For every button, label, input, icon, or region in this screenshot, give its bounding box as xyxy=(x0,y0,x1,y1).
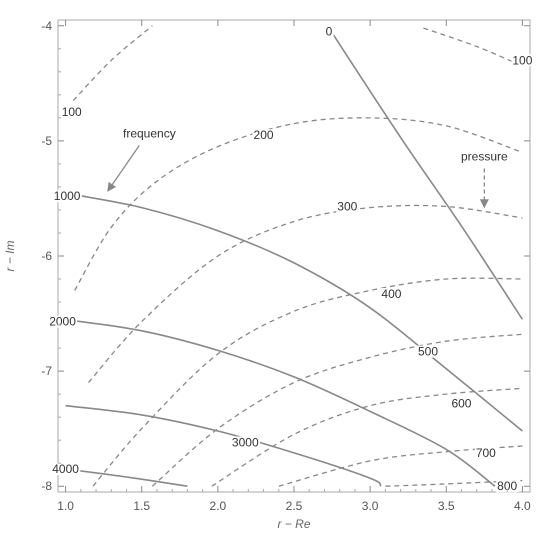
x-axis-ticks: 1.0 1.5 2.0 2.5 3.0 3.5 4.0 xyxy=(57,20,531,513)
frequency-contour-0 xyxy=(328,27,524,320)
contour-label-background xyxy=(48,315,78,328)
pressure-contour-label: 300 xyxy=(337,199,357,213)
plot-frame xyxy=(57,19,531,493)
frequency-contour-label: 3000 xyxy=(232,435,259,449)
contour-label-background xyxy=(416,345,440,358)
x-tick-label: 1.0 xyxy=(57,499,74,513)
pressure-contour-label: 100 xyxy=(512,53,532,67)
pressure-contour-300 xyxy=(88,204,523,384)
contour-label-background xyxy=(474,446,498,459)
frequency-contour-3000 xyxy=(65,404,382,487)
contour-label-background xyxy=(324,25,334,38)
y-axis-title: r − Im xyxy=(3,240,17,271)
x-tick-label: 2.5 xyxy=(286,499,303,513)
pressure-contour-label: 500 xyxy=(418,345,438,359)
x-tick-label: 2.0 xyxy=(210,499,227,513)
contour-label-background xyxy=(52,190,82,203)
pressure-contour-label: 200 xyxy=(254,128,274,142)
frequency-contour-label: 0 xyxy=(326,25,333,39)
y-axis-ticks: -4 -5 -6 -7 -8 xyxy=(41,19,530,493)
annotations: frequency pressure xyxy=(107,126,508,209)
contour-label-background xyxy=(380,287,403,300)
y-tick-label: -7 xyxy=(41,364,52,378)
pressure-contour-label: 600 xyxy=(451,396,471,410)
pressure-contour-label: 400 xyxy=(381,287,401,301)
frequency-contour-label: 4000 xyxy=(52,462,79,476)
x-tick-label: 3.5 xyxy=(438,499,455,513)
y-tick-label: -6 xyxy=(41,249,52,263)
pressure-contour-label: 800 xyxy=(497,479,517,493)
contour-label-background xyxy=(60,106,84,119)
pressure-contour-100 xyxy=(72,25,153,102)
frequency-contour-1000 xyxy=(62,191,523,432)
x-tick-label: 3.0 xyxy=(362,499,379,513)
x-tick-label: 1.5 xyxy=(133,499,150,513)
y-tick-label: -8 xyxy=(41,479,52,493)
contour-label-background xyxy=(496,480,519,493)
pressure-contour-label: 700 xyxy=(476,446,496,460)
x-tick-label: 4.0 xyxy=(514,499,531,513)
pressure-contour-100 xyxy=(423,27,523,67)
contour-label-background xyxy=(450,397,473,410)
contour-lines xyxy=(62,25,524,487)
contour-label-background xyxy=(230,436,260,449)
pressure-contour-500 xyxy=(151,333,523,487)
contour-label-background xyxy=(511,54,534,67)
contour-label-background xyxy=(51,462,81,475)
frequency-contour-2000 xyxy=(62,318,496,487)
contour-labels: 0 1000 2000 3000 4000 100 100 200 300 400 500 600 70… xyxy=(48,25,534,493)
frequency-contour-label: 2000 xyxy=(49,315,76,329)
y-tick-label: -4 xyxy=(41,19,52,33)
annotation-arrow-frequency xyxy=(107,145,140,192)
contour-label-background xyxy=(252,129,275,142)
annotation-label-pressure: pressure xyxy=(461,149,508,163)
pressure-contour-label: 100 xyxy=(62,105,82,119)
x-axis-title: r − Re xyxy=(277,517,310,531)
pressure-contour-700 xyxy=(278,445,523,487)
frequency-contour-label: 1000 xyxy=(54,189,81,203)
pressure-contour-400 xyxy=(92,277,523,487)
contour-label-background xyxy=(336,200,359,213)
y-tick-label: -5 xyxy=(41,134,52,148)
annotation-label-frequency: frequency xyxy=(123,126,176,140)
